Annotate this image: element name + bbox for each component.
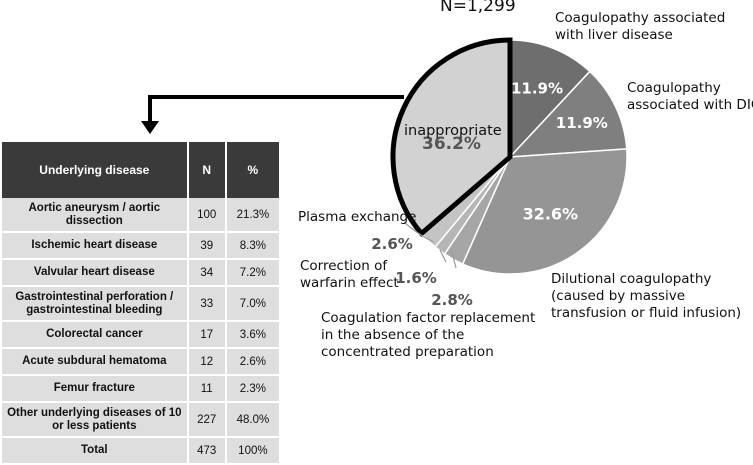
n-cell: 473 <box>188 438 227 465</box>
percent-cell: 7.2% <box>226 260 281 287</box>
label-dilutional: Dilutional coagulopathy (caused by massiv… <box>551 271 742 321</box>
pie-slice-inappropriate <box>390 37 513 238</box>
percent-cell: 2.3% <box>226 376 281 403</box>
table-row: Femur fracture 11 2.3% <box>2 376 281 403</box>
leader-line <box>439 249 447 263</box>
slice-percent-label: 2.6% <box>371 235 413 253</box>
n-cell: 39 <box>188 233 227 260</box>
label-warfarin: Correction of warfarin effect <box>300 258 399 291</box>
percent-cell: 2.6% <box>226 349 281 376</box>
slice-percent-label: 36.2% <box>422 134 481 154</box>
percent-cell: 21.3% <box>226 198 281 233</box>
n-cell: 12 <box>188 349 227 376</box>
table-row: Aortic aneurysm / aortic dissection 100 … <box>2 198 281 233</box>
label-liver-disease: Coagulopathy associated with liver diseas… <box>555 10 726 43</box>
table-row: Colorectal cancer 17 3.6% <box>2 322 281 349</box>
column-header-disease: Underlying disease <box>2 142 189 198</box>
pie-slice-segment-1 <box>509 39 591 159</box>
n-cell: 17 <box>188 322 227 349</box>
disease-cell: Ischemic heart disease <box>2 233 189 260</box>
disease-cell: Valvular heart disease <box>2 260 189 287</box>
percent-cell: 8.3% <box>226 233 281 260</box>
label-plasma-exchange: Plasma exchange <box>298 209 417 225</box>
leader-line <box>403 221 435 243</box>
disease-cell: Total <box>2 438 189 465</box>
n-cell: 227 <box>188 403 227 438</box>
label-factor-replacement: Coagulation factor replacement in the abs… <box>321 310 536 360</box>
n-cell: 100 <box>188 198 227 233</box>
table-row-total: Total 473 100% <box>2 438 281 465</box>
table-row: Valvular heart disease 34 7.2% <box>2 260 281 287</box>
table-row: Other underlying diseases of 10 or less … <box>2 403 281 438</box>
n-cell: 34 <box>188 260 227 287</box>
table-header-row: Underlying disease N % <box>2 142 281 198</box>
slice-percent-label: 2.8% <box>431 291 473 309</box>
pie-slice-segment-2 <box>508 70 628 158</box>
pie-slices <box>390 37 628 275</box>
label-dic: Coagulopathy associated with DIC <box>627 80 753 113</box>
label-inappropriate: inappropriate <box>404 123 502 139</box>
disease-cell: Aortic aneurysm / aortic dissection <box>2 198 189 233</box>
column-header-percent: % <box>226 142 281 198</box>
n-cell: 33 <box>188 287 227 322</box>
pie-slice-segment-3 <box>461 148 628 275</box>
disease-cell: Colorectal cancer <box>2 322 189 349</box>
table-row: Acute subdural hematoma 12 2.6% <box>2 349 281 376</box>
percent-cell: 48.0% <box>226 403 281 438</box>
total-n-label: N=1,299 <box>440 0 516 16</box>
slice-percent-label: 1.6% <box>395 269 437 287</box>
disease-cell: Acute subdural hematoma <box>2 349 189 376</box>
callout-arrow <box>148 95 404 122</box>
percent-cell: 7.0% <box>226 287 281 322</box>
underlying-disease-table: Underlying disease N % Aortic aneurysm /… <box>2 142 281 465</box>
leader-lines <box>403 221 457 269</box>
percent-cell: 3.6% <box>226 322 281 349</box>
leader-line <box>451 251 457 269</box>
callout-arrowhead <box>141 121 159 134</box>
percent-cell: 100% <box>226 438 281 465</box>
column-header-n: N <box>188 142 227 198</box>
slice-percent-label: 11.9% <box>511 79 563 97</box>
table-row: Gastrointestinal perforation / gastroint… <box>2 287 281 322</box>
table-row: Ischemic heart disease 39 8.3% <box>2 233 281 260</box>
disease-cell: Femur fracture <box>2 376 189 403</box>
n-cell: 11 <box>188 376 227 403</box>
disease-cell: Other underlying diseases of 10 or less … <box>2 403 189 438</box>
disease-cell: Gastrointestinal perforation / gastroint… <box>2 287 189 322</box>
slice-percent-label: 11.9% <box>556 114 608 132</box>
percent-labels: 11.9% 11.9% 32.6% 2.8% 1.6% 2.6% 36.2% <box>371 79 608 309</box>
slice-percent-label: 32.6% <box>523 204 579 223</box>
